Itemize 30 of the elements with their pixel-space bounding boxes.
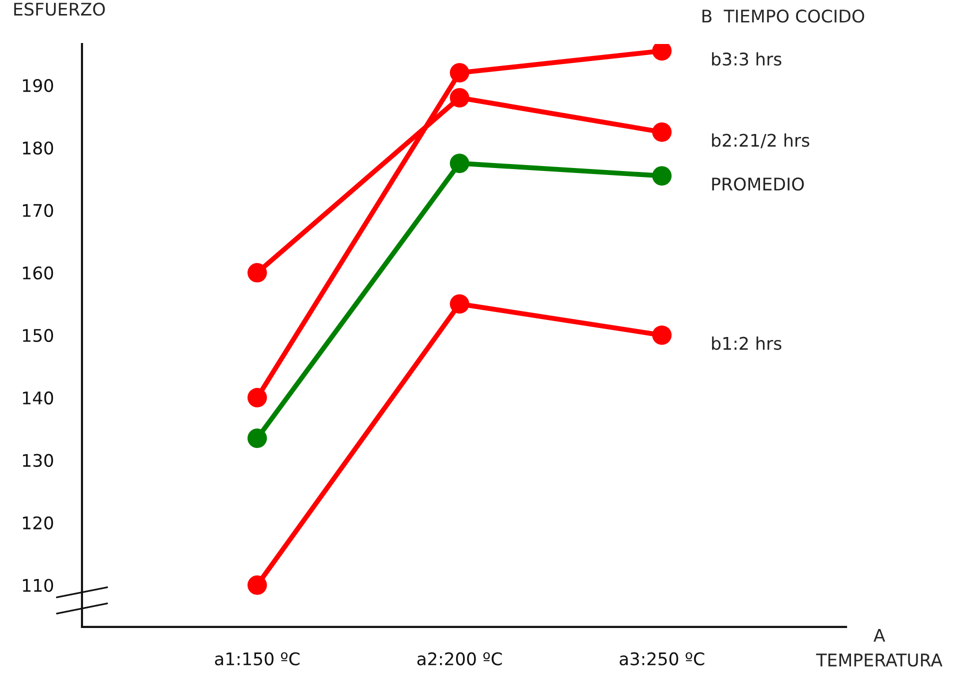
text: PROMEDIO [712,177,804,191]
point [652,122,672,142]
text: b2:21/2 hrs [712,133,810,148]
point [450,154,470,174]
text: b3:3 hrs [712,52,782,66]
text: b1:2 hrs [712,336,782,350]
point [652,325,672,345]
y-axis-title: ESFUERZO [14,2,105,16]
y-tick-label: 160 [22,266,54,280]
point [247,262,267,282]
x-axis-title: A TEMPERATURA [816,628,942,667]
y-tick-label: 120 [22,516,54,530]
point [450,294,470,314]
y-tick-label: 150 [22,328,54,342]
y-tick-label: 130 [22,454,54,467]
point [247,428,267,448]
point [247,388,267,408]
point [450,63,470,82]
legend-title: B TIEMPO COCIDO [702,10,864,23]
y-tick-label: 170 [22,204,54,218]
point [450,88,470,108]
y-tick-label: 180 [22,141,54,155]
y-tick-label: 190 [22,78,54,92]
y-tick-label: 110 [22,578,54,592]
x-tick-label: a1:150 ºC [215,652,300,666]
point [652,166,672,186]
x-tick-label: a3:250 ºC [620,652,704,666]
point [247,575,267,595]
x-tick-label: a2:200 ºC [417,652,502,666]
y-tick-label: 140 [22,391,54,404]
